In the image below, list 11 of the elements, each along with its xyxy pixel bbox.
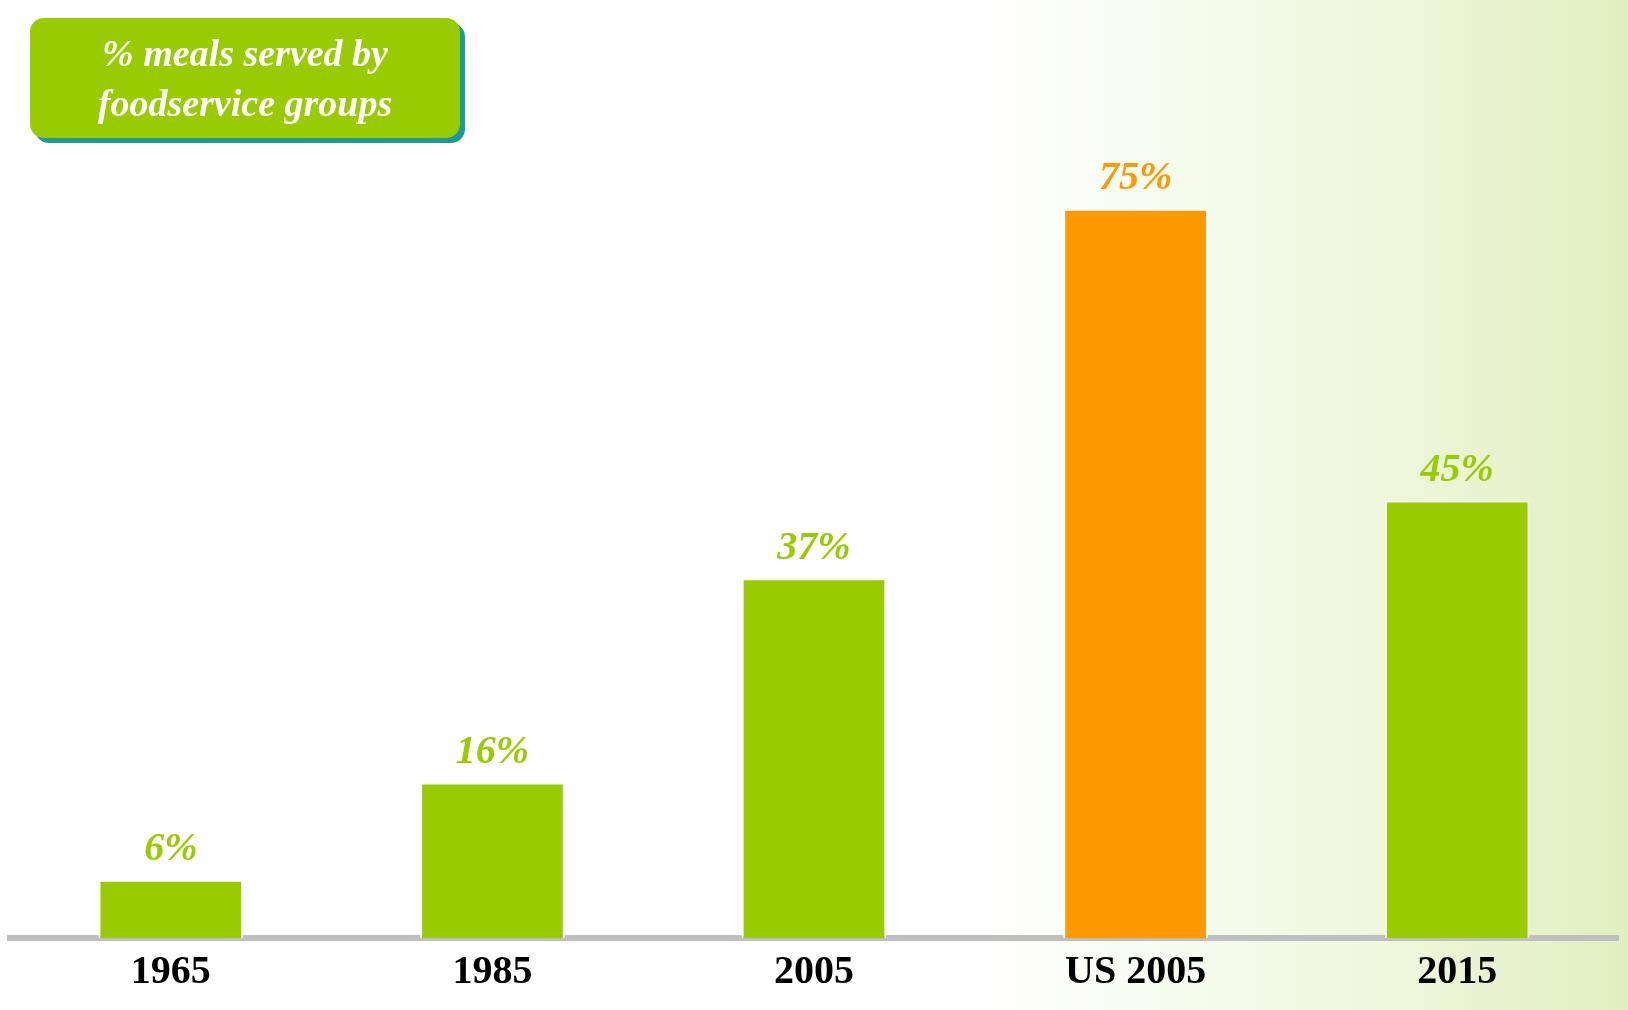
data-label: 37%	[776, 522, 851, 568]
x-tick-label: 1965	[130, 947, 211, 993]
data-label: 16%	[455, 726, 530, 772]
data-label: 45%	[1419, 444, 1494, 490]
x-tick-label: 1985	[452, 947, 533, 993]
x-tick-label: 2005	[774, 947, 854, 993]
chart-title: % meals served by foodservice groups	[30, 18, 460, 138]
x-tick-label: US 2005	[1065, 947, 1207, 993]
data-label: 6%	[144, 823, 198, 869]
data-label: 75%	[1098, 152, 1173, 198]
x-tick-label: 2015	[1417, 947, 1498, 993]
